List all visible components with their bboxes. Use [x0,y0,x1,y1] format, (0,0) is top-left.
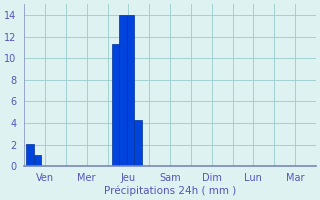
Bar [134,120,142,166]
Bar [119,15,127,166]
Bar [34,155,41,166]
Bar [26,144,34,166]
Bar [112,44,119,166]
X-axis label: Précipitations 24h ( mm ): Précipitations 24h ( mm ) [104,185,236,196]
Bar [127,15,134,166]
